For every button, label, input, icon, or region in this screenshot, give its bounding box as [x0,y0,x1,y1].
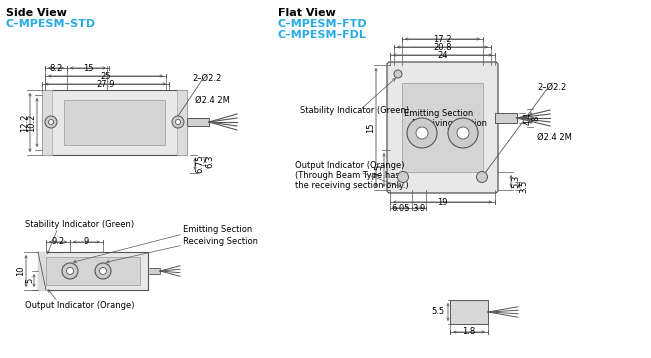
Circle shape [398,171,408,183]
Bar [42,90,52,155]
Text: 6.05: 6.05 [392,203,410,213]
Text: 1.8: 1.8 [462,328,476,337]
Bar [450,300,488,324]
Circle shape [448,118,478,148]
Text: 5: 5 [25,278,35,283]
Circle shape [416,127,428,139]
Circle shape [477,171,488,183]
Bar [402,83,483,172]
Circle shape [45,116,57,128]
Circle shape [62,263,78,279]
Text: 2–Ø2.2: 2–Ø2.2 [537,82,566,92]
Bar [390,65,495,190]
Text: 2–Ø2.2: 2–Ø2.2 [192,73,221,82]
Text: Stability Indicator (Green): Stability Indicator (Green) [25,219,135,228]
Text: Receiving Section: Receiving Section [412,118,487,127]
Text: (Through Beam Type has: (Through Beam Type has [295,170,400,179]
Circle shape [172,116,184,128]
Bar [46,257,140,285]
Text: Side View: Side View [6,8,67,18]
Text: the receiving section only.): the receiving section only.) [295,180,409,189]
Text: C–MPESM–STD: C–MPESM–STD [6,19,96,29]
Text: 19: 19 [437,198,448,207]
Polygon shape [38,252,46,290]
Text: 10.2: 10.2 [27,113,36,132]
Text: 9.2: 9.2 [51,237,64,247]
Bar [148,268,160,274]
Circle shape [176,120,180,125]
Text: Output Indicator (Orange): Output Indicator (Orange) [295,160,404,169]
Text: 5.5: 5.5 [431,308,444,316]
Bar [177,90,187,155]
Text: 20.8: 20.8 [434,43,452,52]
Text: 9: 9 [84,237,89,247]
Text: 15: 15 [367,122,376,133]
Circle shape [457,127,469,139]
Bar [38,252,148,290]
Text: 8.2: 8.2 [49,63,62,73]
Text: 15: 15 [83,63,93,73]
Circle shape [100,267,107,275]
Bar [187,118,209,126]
Text: 24: 24 [437,50,448,59]
Text: Emitting Section: Emitting Section [183,226,252,234]
Text: C–MPESM–FDL: C–MPESM–FDL [278,30,367,40]
Circle shape [95,263,111,279]
Bar [64,100,165,145]
Text: Output Indicator (Orange): Output Indicator (Orange) [25,300,135,310]
Text: 7.5: 7.5 [374,163,383,176]
Bar [42,90,187,155]
Circle shape [394,70,402,78]
Text: Stability Indicator (Green): Stability Indicator (Green) [300,106,409,115]
Text: 8: 8 [531,115,540,121]
Circle shape [49,120,53,125]
Text: 3.5: 3.5 [519,179,529,193]
Text: 4.4: 4.4 [523,111,533,125]
Text: Receiving Section: Receiving Section [183,237,258,247]
Text: C–MPESM–FTD: C–MPESM–FTD [278,19,368,29]
Text: 3.9: 3.9 [412,203,426,213]
Bar [495,113,517,123]
Text: 6.75: 6.75 [195,155,204,173]
Text: Flat View: Flat View [278,8,336,18]
Text: 27.9: 27.9 [96,79,115,88]
Text: 10: 10 [16,266,25,276]
Circle shape [407,118,437,148]
Text: 25: 25 [100,72,111,81]
Text: 17.2: 17.2 [434,34,452,44]
Text: Emitting Section: Emitting Section [404,108,473,117]
Text: Ø2.4 2M: Ø2.4 2M [195,96,230,105]
Text: 6.3: 6.3 [206,154,214,168]
Text: 12.2: 12.2 [20,113,29,132]
FancyBboxPatch shape [387,62,498,193]
Text: 5.3: 5.3 [512,174,521,188]
Text: Ø2.4 2M: Ø2.4 2M [537,132,572,141]
Circle shape [66,267,74,275]
